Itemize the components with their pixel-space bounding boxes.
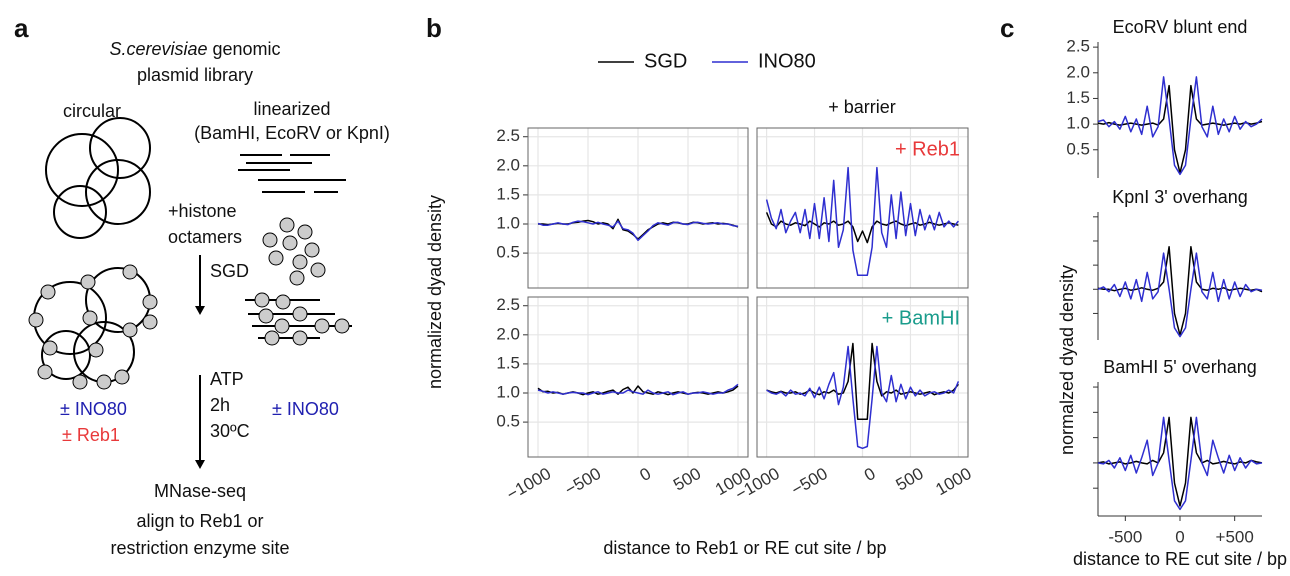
diagram-title: S.cerevisiae genomic <box>109 39 280 59</box>
y-tick-label: 2.0 <box>496 155 520 174</box>
x-tick-label: 1000 <box>932 464 974 499</box>
label: ± INO80 <box>272 399 339 419</box>
legend-label: INO80 <box>758 50 816 72</box>
x-tick-label: 500 <box>670 464 704 495</box>
label: linearized <box>253 99 330 119</box>
label: octamers <box>168 227 242 247</box>
x-tick-label: 0 <box>637 464 655 485</box>
label: ATP <box>210 369 244 389</box>
histone-octamers <box>262 217 326 286</box>
label: +histone <box>168 201 237 221</box>
label: restriction enzyme site <box>110 538 289 558</box>
annotation: + BamHI <box>882 307 960 329</box>
facet-header: + barrier <box>828 97 896 117</box>
label: 2h <box>210 395 230 415</box>
y-tick-label: 1.5 <box>1066 88 1090 107</box>
panel-border <box>527 296 749 458</box>
data-line <box>1097 252 1263 338</box>
label: (BamHI, EcoRV or KpnI) <box>194 123 390 143</box>
panel-border <box>756 296 969 458</box>
data-line <box>1097 416 1263 511</box>
label: ± Reb1 <box>62 425 120 445</box>
data-line <box>1097 84 1263 174</box>
label: 30ºC <box>210 421 250 441</box>
panel-label: a <box>14 13 29 43</box>
y-tick-label: 2.0 <box>496 324 520 343</box>
panel-label: c <box>1000 13 1014 43</box>
label: MNase-seq <box>154 481 246 501</box>
panel-label: b <box>426 13 442 43</box>
chart-title: KpnI 3' overhang <box>1112 187 1248 207</box>
y-tick-label: 1.0 <box>496 213 520 232</box>
x-tick-label: −1000 <box>503 464 554 504</box>
data-line <box>1097 416 1263 507</box>
panel-border <box>756 127 969 289</box>
x-axis-label: distance to Reb1 or RE cut site / bp <box>603 538 886 558</box>
y-tick-label: 0.5 <box>496 412 520 431</box>
x-tick-label: 0 <box>861 464 879 485</box>
label: circular <box>63 101 121 121</box>
y-tick-label: 2.5 <box>496 126 520 145</box>
x-tick-label: +500 <box>1216 527 1254 546</box>
nucleosomes <box>254 292 350 346</box>
chart-title: EcoRV blunt end <box>1113 17 1248 37</box>
title-rest: genomic <box>208 39 281 59</box>
x-tick-label: −500 <box>562 464 605 500</box>
x-tick-label: 0 <box>1175 527 1184 546</box>
data-line <box>765 166 959 276</box>
x-tick-label: −500 <box>788 464 831 500</box>
y-axis-label: normalized dyad density <box>425 195 445 389</box>
circular-plasmids <box>45 117 151 239</box>
data-line <box>766 345 960 450</box>
chart-title: BamHI 5' overhang <box>1103 357 1257 377</box>
diagram-title: plasmid library <box>137 65 253 85</box>
x-tick-label: -500 <box>1108 527 1142 546</box>
legend-label: SGD <box>644 50 687 72</box>
label: ± INO80 <box>60 399 127 419</box>
y-axis-label: normalzed dyad density <box>1057 265 1077 455</box>
data-line <box>537 220 739 242</box>
y-tick-label: 0.5 <box>1066 139 1090 158</box>
label: SGD <box>210 261 249 281</box>
y-tick-label: 2.5 <box>496 295 520 314</box>
x-axis-label: distance to RE cut site / bp <box>1073 549 1287 569</box>
y-tick-label: 1.5 <box>496 353 520 372</box>
x-tick-label: 500 <box>893 464 927 495</box>
label: align to Reb1 or <box>136 511 263 531</box>
nucleosomes <box>28 264 158 390</box>
y-tick-label: 1.5 <box>496 184 520 203</box>
data-line <box>537 383 739 396</box>
y-tick-label: 0.5 <box>496 243 520 262</box>
y-tick-label: 1.0 <box>1066 114 1090 133</box>
data-line <box>1097 76 1263 176</box>
arrowhead <box>195 306 205 469</box>
annotation: + Reb1 <box>895 138 960 160</box>
panel-border <box>527 127 749 289</box>
y-tick-label: 1.0 <box>496 382 520 401</box>
y-tick-label: 2.0 <box>1066 62 1090 81</box>
species: S.cerevisiae <box>109 39 207 59</box>
linear-plasmids <box>238 154 346 193</box>
y-tick-label: 2.5 <box>1066 37 1090 56</box>
